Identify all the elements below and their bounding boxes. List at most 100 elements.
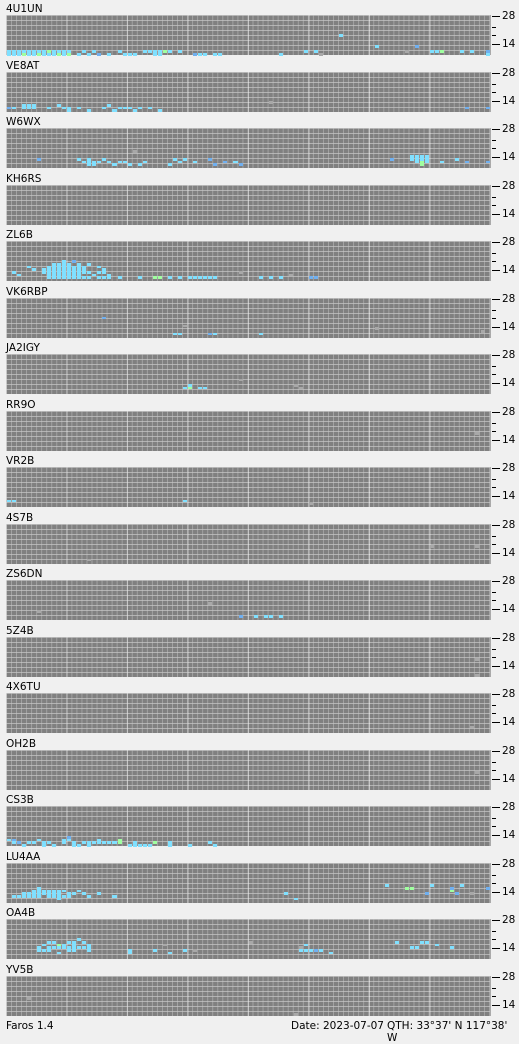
reception-cell (112, 109, 117, 113)
reception-cell (26, 997, 31, 1001)
reception-cell (97, 270, 102, 274)
band-label: 28 (502, 914, 516, 926)
reception-cell (167, 951, 172, 955)
axis-tick (492, 355, 500, 356)
reception-cell (319, 948, 324, 952)
axis-tick (492, 592, 496, 593)
reception-cell (31, 268, 36, 271)
reception-cell (26, 52, 31, 56)
reception-cell (36, 838, 41, 842)
reception-cell (117, 160, 122, 164)
beacon-panel: LU4AA 28 14 (0, 848, 519, 904)
reception-cell (51, 895, 56, 898)
app-name: Faros 1.4 (6, 1020, 54, 1032)
reception-cell (11, 50, 16, 53)
axis-tick (492, 366, 496, 367)
reception-cell (16, 50, 21, 53)
reception-cell (193, 160, 198, 164)
axis-tick (492, 939, 496, 940)
reception-cell (238, 270, 243, 274)
axis-tick (492, 16, 500, 17)
axis-tick (492, 129, 500, 130)
reception-cell (208, 841, 213, 844)
reception-cell (77, 273, 82, 277)
axis-tick (492, 920, 500, 921)
grid-minor-lines (6, 184, 490, 225)
beacon-panel: ZL6B 28 14 (0, 226, 519, 282)
reception-cell (183, 499, 188, 503)
reception-cell (46, 948, 51, 952)
band-label: 28 (502, 405, 516, 418)
axis-tick (492, 874, 496, 876)
band-axis: 28 14 (492, 575, 519, 620)
axis-tick (492, 487, 496, 488)
grid-minor-lines (6, 806, 490, 846)
reception-cell (11, 499, 16, 503)
reception-cell (425, 160, 430, 164)
band-axis: 28 14 (492, 236, 519, 281)
band-axis: 28 14 (492, 462, 519, 507)
band-axis: 28 14 (492, 745, 519, 790)
reception-cell (62, 268, 67, 271)
band-label: 14 (502, 942, 516, 954)
reception-cell (51, 270, 56, 274)
reception-cell (147, 50, 152, 53)
band-axis: 28 14 (492, 123, 519, 168)
beacon-callsign: W6WX (6, 116, 41, 128)
reception-cell (425, 155, 430, 158)
reception-cell (152, 50, 157, 53)
reception-cell (57, 262, 62, 266)
reception-cell (485, 887, 490, 890)
reception-cell (62, 50, 67, 53)
reception-cell (117, 841, 122, 844)
reception-cell (67, 838, 72, 842)
reception-cell (384, 884, 389, 888)
reception-cell (72, 276, 77, 279)
beacon-panel: JA2IGY 28 14 (0, 339, 519, 395)
reception-cell (263, 615, 268, 618)
axis-tick (492, 722, 500, 723)
reception-cell (92, 50, 97, 53)
band-label: 28 (502, 66, 516, 79)
reception-cell (72, 948, 77, 952)
beacon-propagation-grid (6, 749, 491, 790)
reception-cell (309, 948, 314, 952)
reception-cell (440, 160, 445, 164)
band-axis: 28 14 (492, 858, 519, 903)
reception-cell (51, 262, 56, 266)
reception-cell (77, 276, 82, 279)
reception-cell (117, 50, 122, 53)
reception-cell (117, 276, 122, 279)
axis-tick (492, 769, 496, 771)
band-label: 28 (502, 970, 516, 983)
reception-cell (157, 109, 162, 113)
axis-tick (492, 987, 496, 989)
reception-cell (36, 157, 41, 161)
reception-cell (238, 615, 243, 618)
reception-cell (16, 273, 21, 277)
reception-cell (57, 897, 62, 901)
reception-cell (309, 276, 314, 279)
axis-tick (492, 270, 500, 271)
beacon-panel: ZS6DN 28 14 (0, 565, 519, 621)
reception-cell (188, 843, 193, 847)
reception-cell (178, 332, 183, 336)
beacon-propagation-grid (6, 15, 491, 56)
reception-cell (67, 52, 72, 56)
reception-cell (97, 265, 102, 269)
reception-cell (41, 892, 46, 896)
reception-cell (293, 1013, 298, 1017)
reception-cell (82, 946, 87, 949)
reception-cell (6, 838, 11, 842)
axis-tick (492, 242, 500, 243)
reception-cell (6, 50, 11, 53)
reception-cell (77, 938, 82, 941)
reception-cell (414, 155, 419, 158)
reception-cell (178, 160, 183, 164)
reception-cell (188, 276, 193, 279)
reception-cell (435, 50, 440, 53)
beacon-propagation-grid (6, 523, 491, 564)
beacon-propagation-grid (6, 128, 491, 168)
beacon-callsign: VE8AT (6, 59, 40, 72)
axis-tick (492, 705, 496, 706)
